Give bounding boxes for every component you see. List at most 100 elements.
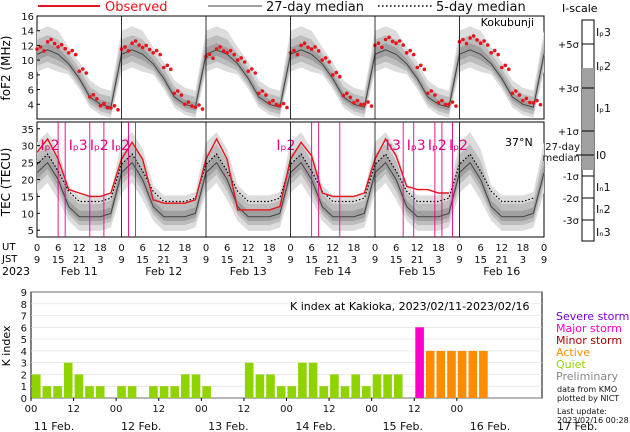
jst-tick: 9 <box>34 255 40 266</box>
fof2-observed-point <box>376 41 381 45</box>
tec-event-label: Iₗ3 <box>386 138 401 154</box>
fof2-observed-point <box>35 47 39 51</box>
iscale-band-label: Iₚ1 <box>596 102 611 115</box>
fof2-observed-point <box>154 48 159 53</box>
kindex-legend-item: Severe storm <box>556 310 629 323</box>
fof2-observed-point <box>524 96 529 101</box>
day-label: Feb 12 <box>145 265 182 278</box>
fof2-observed-point <box>246 69 251 73</box>
fof2-ytick: 4 <box>28 100 34 111</box>
fof2-observed-point <box>500 65 504 70</box>
fof2-observed-point <box>433 93 437 97</box>
kindex-bar <box>159 386 169 398</box>
fof2-observed-point <box>471 34 476 38</box>
fof2-observed-point <box>387 35 391 40</box>
fof2-observed-point <box>535 98 539 103</box>
fof2-observed-point <box>218 45 222 49</box>
ut-tick: 18 <box>179 243 192 254</box>
kindex-bar <box>117 386 126 398</box>
iscale-sigma-label: +3σ <box>558 84 580 95</box>
fof2-observed-point <box>292 48 296 53</box>
jst-tick: 9 <box>372 255 378 266</box>
iscale-band-label: I0 <box>596 149 606 162</box>
jst-tick: 3 <box>435 255 441 266</box>
kindex-legend-item: Quiet <box>556 358 586 371</box>
fof2-observed-point <box>411 52 416 57</box>
jst-tick: 21 <box>326 255 339 266</box>
fof2-observed-point <box>485 43 490 47</box>
ut-tick: 18 <box>517 243 530 254</box>
fof2-observed-point <box>169 67 173 72</box>
kindex-date-label: 16 Feb. <box>470 420 510 432</box>
fof2-observed-point <box>281 101 286 106</box>
latitude-label: 37°N <box>505 136 533 149</box>
iscale-sigma-label: +1σ <box>558 127 580 138</box>
tec-event-label: Iₚ2 <box>41 138 60 154</box>
kindex-bar <box>298 362 307 398</box>
fof2-observed-point <box>105 105 110 110</box>
fof2-observed-point <box>147 47 152 52</box>
iscale-band-label: Iₙ1 <box>596 181 611 194</box>
fof2-observed-point <box>77 69 82 73</box>
fof2-observed-point <box>70 48 74 53</box>
fof2-observed-point <box>140 45 145 50</box>
ut-tick: 18 <box>348 243 361 254</box>
fof2-observed-point <box>394 41 398 45</box>
iscale-median-label: median <box>543 153 581 164</box>
ut-tick: 6 <box>224 243 230 254</box>
kindex-bar <box>330 374 339 398</box>
kindex-bar <box>351 374 360 398</box>
fof2-observed-point <box>496 52 501 57</box>
fof2-observed-point <box>207 52 212 57</box>
fof2-observed-point <box>461 37 465 42</box>
ut-tick: 18 <box>263 243 276 254</box>
kindex-ytick: 8 <box>21 300 27 311</box>
fof2-observed-point <box>38 45 43 49</box>
kindex-bar <box>244 362 254 398</box>
fof2-observed-point <box>299 43 303 48</box>
tec-event-label: Iₚ2 <box>111 138 130 154</box>
jst-tick: 15 <box>52 255 65 266</box>
kindex-xtick: 00 <box>110 404 123 415</box>
fof2-observed-point <box>345 91 349 96</box>
iscale-band-label: Iₙ2 <box>596 203 611 216</box>
jst-label: JST <box>1 254 18 265</box>
kindex-ytick: 5 <box>21 335 27 346</box>
ut-tick: 12 <box>411 243 424 254</box>
kindex-bar <box>372 374 382 398</box>
kindex-bar <box>447 350 456 398</box>
fof2-observed-point <box>408 48 413 53</box>
kindex-ytick: 2 <box>21 370 27 381</box>
jst-tick: 21 <box>242 255 255 266</box>
kindex-bar <box>340 386 350 398</box>
fof2-observed-point <box>84 71 89 75</box>
fof2-observed-point <box>348 95 353 100</box>
legend-observed-label: Observed <box>105 0 168 15</box>
iscale-sigma-label: +5σ <box>558 40 580 51</box>
kindex-xtick: 12 <box>323 404 336 415</box>
fof2-observed-point <box>165 63 170 68</box>
fof2-observed-point <box>228 48 233 53</box>
fof2-observed-point <box>531 101 536 105</box>
fof2-observed-point <box>88 95 92 99</box>
fof2-observed-point <box>478 41 483 45</box>
iscale-band-label: Iₚ2 <box>596 60 611 73</box>
kindex-xtick: 12 <box>67 404 80 415</box>
fof2-observed-point <box>419 63 423 68</box>
fof2-observed-point <box>352 101 356 105</box>
fof2-observed-point <box>334 70 339 75</box>
kindex-ytick: 4 <box>21 347 27 358</box>
jst-tick: 9 <box>541 255 547 266</box>
fof2-observed-point <box>306 45 310 50</box>
kindex-source-line: data from KMO <box>557 385 617 394</box>
kindex-date-label: 12 Feb. <box>121 420 161 432</box>
fof2-observed-point <box>197 103 201 107</box>
fof2-observed-point <box>52 41 57 46</box>
fof2-observed-point <box>239 56 243 60</box>
fof2-ytick: 14 <box>21 27 34 38</box>
fof2-observed-point <box>503 63 508 68</box>
